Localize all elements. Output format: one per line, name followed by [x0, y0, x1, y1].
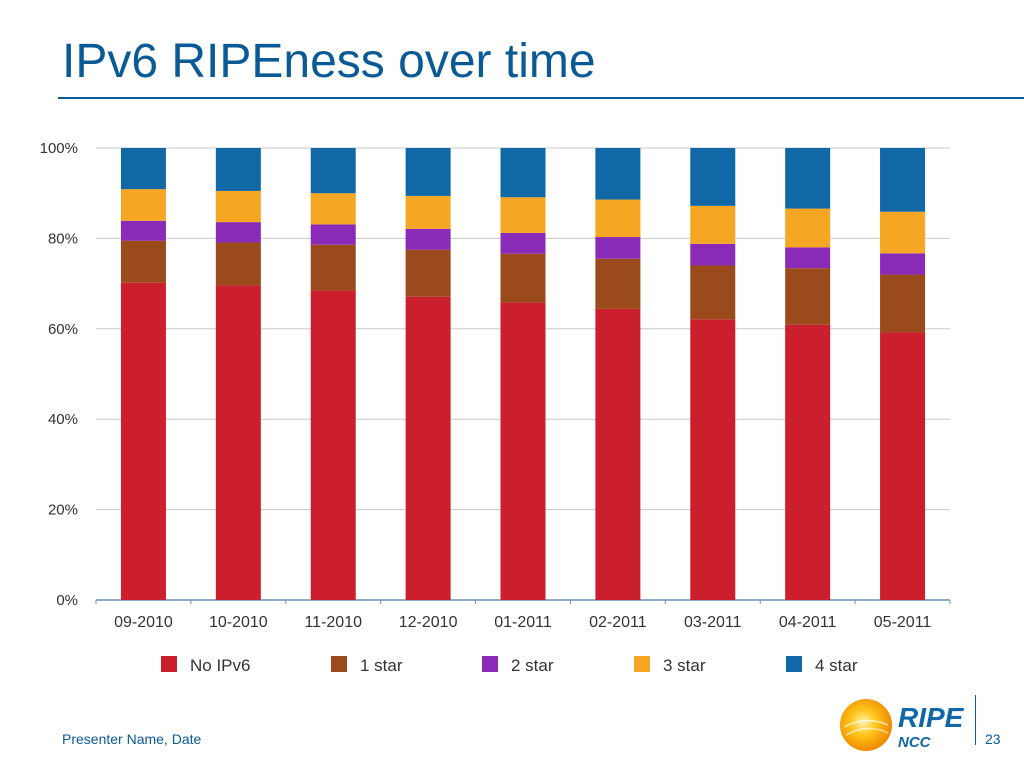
y-tick-label: 0% [56, 592, 78, 609]
legend-label: No IPv6 [190, 656, 250, 675]
bar-segment-3-star [310, 193, 356, 225]
bar-segment-4-star [500, 148, 546, 198]
legend-swatch [331, 656, 347, 672]
legend-label: 1 star [360, 656, 403, 675]
bar-segment-no-ipv6 [215, 285, 261, 600]
bar-segment-1-star [120, 240, 166, 283]
bar-segment-2-star [785, 247, 831, 269]
bar-segment-no-ipv6 [500, 302, 546, 600]
sun-icon [840, 699, 892, 751]
bar-segment-3-star [690, 205, 736, 244]
y-tick-label: 100% [40, 140, 78, 157]
bar-segment-2-star [310, 224, 356, 245]
bar-segment-1-star [880, 274, 926, 333]
bar-segment-2-star [120, 220, 166, 241]
bar-segment-no-ipv6 [405, 296, 451, 600]
x-tick-label: 05-2011 [874, 614, 932, 631]
legend-label: 4 star [815, 656, 858, 675]
bar-segment-4-star [215, 148, 261, 191]
legend-swatch [482, 656, 498, 672]
bar-segment-3-star [215, 190, 261, 223]
x-tick-label: 04-2011 [779, 614, 837, 631]
bar-segment-2-star [215, 222, 261, 243]
slide-title: IPv6 RIPEness over time [62, 35, 596, 88]
y-tick-label: 60% [48, 321, 78, 338]
bar-segment-1-star [405, 249, 451, 297]
bar-segment-4-star [690, 148, 736, 206]
stacked-bar-chart: 0% 20% 40% 60% 80% 100% 09-2010 10-2010 11-2010… [40, 140, 951, 675]
legend: No IPv6 1 star 2 star 3 star 4 star [161, 656, 858, 675]
bar-segment-1-star [595, 258, 641, 309]
bar-segment-2-star [595, 237, 641, 259]
title-divider [58, 97, 1024, 99]
bar-segment-3-star [595, 199, 641, 238]
bar-segment-4-star [880, 148, 926, 212]
logo-text-sub: NCC [898, 734, 932, 751]
x-tick-label: 10-2010 [209, 614, 268, 631]
bar-segment-no-ipv6 [690, 319, 736, 600]
x-tick-label: 03-2011 [684, 614, 742, 631]
bar-segment-4-star [405, 148, 451, 196]
y-tick-label: 40% [48, 411, 78, 428]
bar-segment-4-star [310, 148, 356, 194]
legend-swatch [161, 656, 177, 672]
bar-segment-3-star [120, 189, 166, 221]
bar-segment-no-ipv6 [785, 324, 831, 600]
x-tick-label: 11-2010 [304, 614, 362, 631]
bar-segment-1-star [690, 265, 736, 320]
bar-segment-no-ipv6 [880, 332, 926, 600]
x-tick-label: 12-2010 [399, 614, 458, 631]
bar-segment-3-star [405, 195, 451, 229]
bar-segment-3-star [785, 208, 831, 248]
y-axis-ticks: 0% 20% 40% 60% 80% 100% [40, 140, 78, 609]
bar-segment-1-star [215, 242, 261, 286]
bar-segment-2-star [690, 243, 736, 266]
bar-segment-3-star [500, 197, 546, 233]
bar-segment-no-ipv6 [310, 290, 356, 600]
bar-segment-4-star [785, 148, 831, 209]
legend-swatch [634, 656, 650, 672]
bar-segment-4-star [595, 148, 641, 200]
legend-label: 2 star [511, 656, 554, 675]
bar-segment-1-star [500, 253, 546, 303]
y-tick-label: 20% [48, 502, 78, 519]
x-tick-label: 01-2011 [494, 614, 552, 631]
bar-segment-2-star [880, 253, 926, 275]
x-tick-label: 09-2010 [114, 614, 173, 631]
bar-segment-4-star [120, 148, 166, 190]
bar-segment-2-star [405, 228, 451, 250]
bar-segment-2-star [500, 232, 546, 254]
bar-segment-no-ipv6 [595, 308, 641, 600]
page-number: 23 [985, 731, 1001, 747]
ripe-ncc-logo: RIPE NCC [840, 699, 965, 751]
legend-label: 3 star [663, 656, 706, 675]
x-axis-ticks: 09-2010 10-2010 11-2010 12-2010 01-2011 02-20… [95, 600, 951, 631]
bar-segment-1-star [785, 268, 831, 325]
logo-text-main: RIPE [898, 702, 965, 733]
bars [120, 148, 926, 600]
bar-segment-1-star [310, 244, 356, 291]
bar-segment-no-ipv6 [120, 282, 166, 600]
legend-swatch [786, 656, 802, 672]
x-tick-label: 02-2011 [589, 614, 647, 631]
y-tick-label: 80% [48, 230, 78, 247]
footer-divider [975, 695, 976, 745]
bar-segment-3-star [880, 211, 926, 254]
footer-presenter: Presenter Name, Date [62, 731, 202, 747]
